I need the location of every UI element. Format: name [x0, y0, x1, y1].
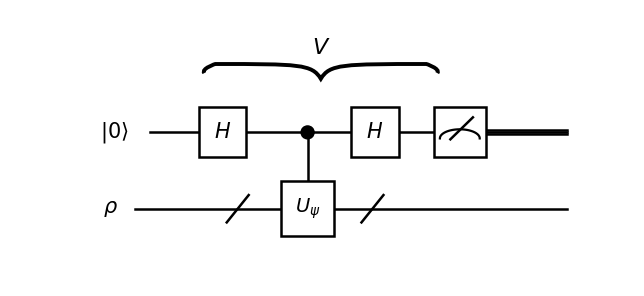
Text: $|0\rangle$: $|0\rangle$ [100, 120, 129, 145]
Text: $V$: $V$ [312, 38, 330, 58]
Bar [433, 107, 486, 157]
Bar [281, 181, 334, 236]
Text: $H$: $H$ [366, 122, 384, 142]
Text: $U_\psi$: $U_\psi$ [295, 197, 320, 221]
Bar [199, 107, 247, 157]
Text: $H$: $H$ [214, 122, 231, 142]
Text: $\rho$: $\rho$ [103, 199, 118, 219]
Ellipse shape [301, 126, 314, 139]
Bar [351, 107, 399, 157]
